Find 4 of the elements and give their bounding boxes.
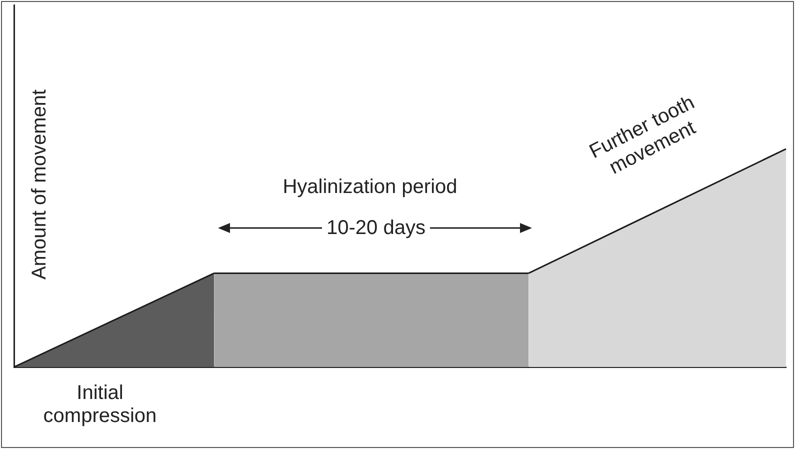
text: Initial compression bbox=[42, 382, 158, 428]
y-axis-title: Amount of movement bbox=[28, 88, 52, 282]
annotation: Hyalinization period bbox=[282, 176, 458, 199]
annotation: 10-20 days bbox=[322, 217, 430, 240]
